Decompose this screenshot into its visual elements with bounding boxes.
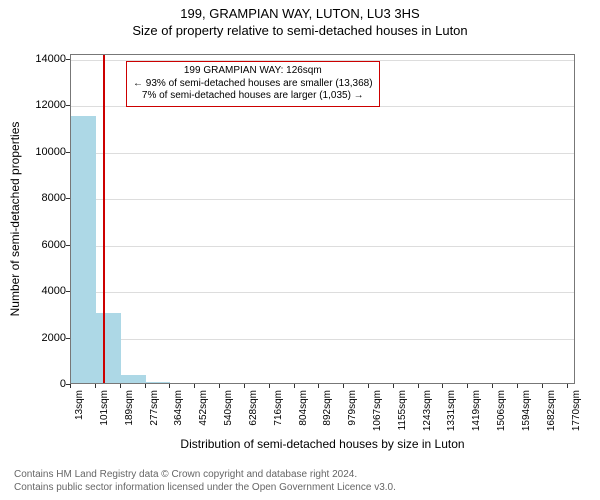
x-tick-label: 189sqm	[124, 390, 135, 426]
gridline	[71, 199, 574, 200]
x-tick-label: 892sqm	[322, 390, 333, 426]
x-tick-mark	[70, 384, 71, 388]
x-tick-mark	[169, 384, 170, 388]
y-tick-mark	[66, 198, 70, 199]
y-tick-mark	[66, 59, 70, 60]
y-tick-label: 10000	[26, 146, 66, 158]
x-tick-mark	[294, 384, 295, 388]
x-tick-label: 13sqm	[74, 390, 85, 420]
y-tick-mark	[66, 105, 70, 106]
info-box-line: 7% of semi-detached houses are larger (1…	[133, 90, 373, 103]
x-tick-mark	[120, 384, 121, 388]
histogram-bar	[146, 382, 171, 383]
x-tick-label: 1243sqm	[422, 390, 433, 431]
x-axis-label: Distribution of semi-detached houses by …	[70, 437, 575, 451]
y-tick-label: 14000	[26, 53, 66, 65]
footer-attribution: Contains HM Land Registry data © Crown c…	[14, 469, 396, 494]
y-tick-mark	[66, 152, 70, 153]
plot-area: 199 GRAMPIAN WAY: 126sqm← 93% of semi-de…	[70, 54, 575, 384]
x-tick-label: 101sqm	[99, 390, 110, 426]
x-tick-label: 452sqm	[198, 390, 209, 426]
x-tick-mark	[418, 384, 419, 388]
x-tick-mark	[318, 384, 319, 388]
x-tick-mark	[368, 384, 369, 388]
x-tick-label: 1331sqm	[446, 390, 457, 431]
x-tick-mark	[244, 384, 245, 388]
y-tick-label: 12000	[26, 99, 66, 111]
gridline	[71, 339, 574, 340]
x-tick-mark	[442, 384, 443, 388]
x-tick-label: 1067sqm	[372, 390, 383, 431]
x-tick-mark	[269, 384, 270, 388]
x-tick-label: 364sqm	[173, 390, 184, 426]
y-tick-label: 6000	[26, 239, 66, 251]
x-tick-mark	[219, 384, 220, 388]
y-tick-label: 2000	[26, 332, 66, 344]
x-tick-mark	[145, 384, 146, 388]
info-box: 199 GRAMPIAN WAY: 126sqm← 93% of semi-de…	[126, 61, 380, 107]
x-tick-mark	[517, 384, 518, 388]
x-tick-label: 628sqm	[248, 390, 259, 426]
x-tick-label: 277sqm	[149, 390, 160, 426]
chart-title-block: 199, GRAMPIAN WAY, LUTON, LU3 3HS Size o…	[0, 0, 600, 38]
x-tick-label: 1770sqm	[571, 390, 582, 431]
x-tick-label: 1506sqm	[496, 390, 507, 431]
x-tick-label: 979sqm	[347, 390, 358, 426]
x-tick-mark	[542, 384, 543, 388]
x-tick-label: 804sqm	[298, 390, 309, 426]
x-tick-mark	[467, 384, 468, 388]
footer-line-1: Contains HM Land Registry data © Crown c…	[14, 469, 396, 482]
y-tick-label: 8000	[26, 192, 66, 204]
x-tick-mark	[492, 384, 493, 388]
info-box-line: 199 GRAMPIAN WAY: 126sqm	[133, 65, 373, 78]
y-tick-label: 0	[26, 378, 66, 390]
x-tick-label: 1594sqm	[521, 390, 532, 431]
gridline	[71, 292, 574, 293]
x-tick-mark	[95, 384, 96, 388]
x-tick-label: 1682sqm	[546, 390, 557, 431]
x-tick-mark	[567, 384, 568, 388]
x-tick-label: 716sqm	[273, 390, 284, 426]
x-tick-mark	[343, 384, 344, 388]
title-line-1: 199, GRAMPIAN WAY, LUTON, LU3 3HS	[0, 0, 600, 21]
chart-container: Number of semi-detached properties 199 G…	[0, 44, 600, 454]
y-tick-mark	[66, 291, 70, 292]
gridline	[71, 153, 574, 154]
title-line-2: Size of property relative to semi-detach…	[0, 21, 600, 38]
histogram-bar	[121, 375, 146, 383]
y-tick-mark	[66, 338, 70, 339]
histogram-bar	[71, 116, 96, 383]
x-tick-label: 540sqm	[223, 390, 234, 426]
x-tick-label: 1419sqm	[471, 390, 482, 431]
y-tick-label: 4000	[26, 285, 66, 297]
footer-line-2: Contains public sector information licen…	[14, 482, 396, 495]
y-tick-mark	[66, 245, 70, 246]
gridline	[71, 246, 574, 247]
marker-line	[103, 55, 105, 383]
histogram-bar	[96, 313, 121, 383]
x-tick-mark	[393, 384, 394, 388]
x-tick-mark	[194, 384, 195, 388]
x-tick-label: 1155sqm	[397, 390, 408, 430]
info-box-line: ← 93% of semi-detached houses are smalle…	[133, 78, 373, 91]
